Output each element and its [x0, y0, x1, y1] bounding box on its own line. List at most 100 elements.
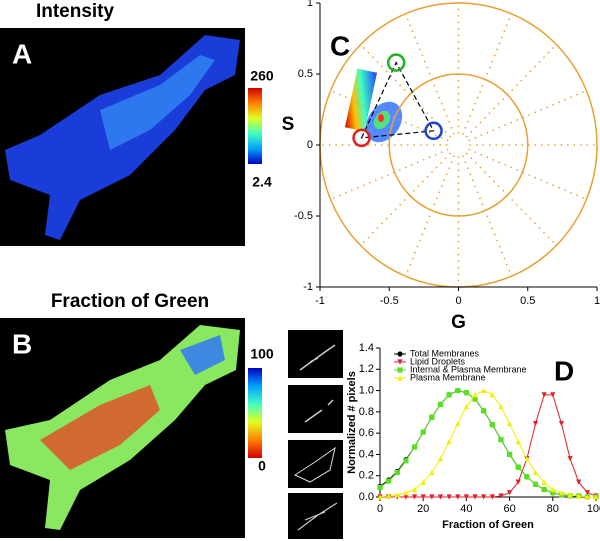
legend-label: Plasma Membrane [410, 372, 486, 382]
colorbar-min: 2.4 [252, 174, 272, 190]
y-tick-label: 0.2 [359, 470, 374, 482]
phasor-ray [462, 13, 513, 135]
marker [403, 490, 409, 496]
y-tick-label: 1.0 [359, 384, 374, 396]
thumbnail [288, 440, 343, 488]
marker [515, 464, 521, 470]
series-line [380, 394, 597, 498]
marker [463, 403, 469, 410]
marker [541, 479, 547, 485]
marker [584, 494, 590, 500]
phasor-circle [388, 73, 529, 217]
marker [437, 494, 444, 500]
y-tick-label: -0.5 [294, 210, 313, 222]
marker [403, 458, 409, 464]
marker [472, 396, 478, 402]
marker [429, 494, 435, 500]
x-tick-label: 0.5 [520, 295, 535, 307]
y-tick-label: 1.4 [359, 342, 374, 354]
marker [397, 367, 403, 373]
thumbnail-content [299, 344, 336, 371]
marker [420, 479, 426, 485]
y-tick-label: 0 [307, 139, 313, 151]
legend-label: Lipid Droplets [410, 356, 466, 366]
marker [437, 456, 444, 462]
y-axis-label: S [282, 114, 295, 135]
marker [446, 439, 452, 445]
marker [429, 414, 435, 420]
cell-blue-region [180, 335, 225, 375]
marker [515, 439, 521, 445]
triangle [360, 61, 435, 139]
marker [420, 429, 426, 435]
panel-letter: D [554, 355, 574, 386]
x-tick-label: 0 [455, 295, 461, 307]
marker [386, 493, 392, 499]
thumbnail-content [297, 502, 338, 531]
marker [455, 387, 461, 394]
marker [515, 479, 521, 485]
y-tick-label: 1.2 [359, 363, 374, 375]
marker [507, 451, 513, 458]
x-tick-label: 0 [377, 503, 383, 515]
marker [386, 478, 392, 484]
marker [524, 474, 530, 480]
colorbar [248, 368, 262, 458]
marker [489, 494, 495, 500]
y-tick-label: 0.6 [359, 427, 374, 439]
marker [397, 351, 403, 357]
marker [446, 494, 452, 500]
panel-letter: C [330, 30, 350, 61]
marker [463, 494, 469, 500]
y-tick-label: 1 [307, 0, 313, 9]
marker [411, 444, 418, 450]
colorbar-max: 100 [250, 346, 274, 362]
y-tick-label: 0.0 [359, 491, 374, 503]
marker [377, 494, 383, 500]
marker [403, 494, 409, 500]
x-tick-label: -1 [315, 295, 325, 307]
marker [397, 359, 403, 365]
marker [481, 387, 487, 394]
marker [472, 494, 478, 500]
cell-highlight [100, 55, 215, 150]
series-line [379, 390, 596, 498]
marker [429, 469, 435, 476]
x-tick-label: 40 [460, 503, 472, 515]
marker [507, 420, 513, 427]
marker [489, 392, 495, 398]
thumbnail-content [293, 446, 336, 483]
legend-label: Total Membranes [410, 348, 480, 358]
y-tick-label: 0.5 [298, 68, 313, 80]
marker [397, 375, 403, 381]
phasor-marker [386, 53, 406, 72]
marker [498, 436, 504, 443]
phasor-ray [404, 155, 455, 277]
marker [532, 420, 539, 427]
x-tick-label: 20 [417, 503, 429, 515]
panel-letter: A [12, 38, 32, 69]
marker [463, 390, 469, 396]
y-axis-label: Normalized # pixels [346, 371, 358, 474]
x-tick-label: 80 [547, 503, 559, 515]
marker [532, 481, 539, 487]
thumbnail [288, 385, 343, 433]
marker [498, 493, 504, 499]
y-tick-label: -1 [303, 281, 313, 293]
marker [420, 494, 426, 500]
thumbnail-content [304, 399, 334, 423]
marker [411, 486, 418, 493]
phasor-cloud-peak [378, 114, 384, 122]
marker [489, 422, 495, 428]
marker [576, 479, 582, 485]
y-tick-label: 0.4 [359, 448, 374, 460]
panel-letter: B [12, 328, 32, 359]
series-line [379, 390, 596, 498]
marker [394, 469, 400, 476]
x-tick-label: -0.5 [380, 295, 399, 307]
phasor-ray [462, 155, 513, 277]
cell-red-region [40, 385, 160, 470]
marker [550, 392, 556, 398]
marker [524, 456, 530, 462]
